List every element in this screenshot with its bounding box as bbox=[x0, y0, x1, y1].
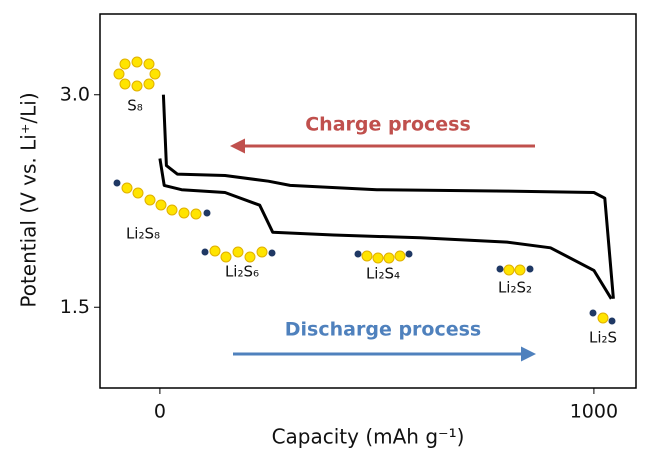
species-label: Li₂S₂ bbox=[498, 279, 532, 297]
species-label: S₈ bbox=[127, 97, 143, 115]
y-axis-title: Potential (V vs. Li⁺/Li) bbox=[17, 92, 41, 307]
y-tick-label: 3.0 bbox=[60, 83, 90, 105]
species-label: Li₂S bbox=[589, 329, 617, 347]
molecule-icons bbox=[113, 56, 616, 325]
species-label: Li₂S₈ bbox=[126, 225, 160, 243]
discharge-label: Discharge process bbox=[285, 319, 481, 341]
curve bbox=[161, 94, 615, 299]
x-tick-label: 0 bbox=[154, 401, 166, 423]
curve bbox=[158, 158, 613, 300]
plot-frame bbox=[99, 13, 637, 389]
y-tick-label: 1.5 bbox=[60, 296, 90, 318]
species-label: Li₂S₆ bbox=[225, 263, 259, 281]
charge-label: Charge process bbox=[305, 114, 471, 136]
x-axis-title: Capacity (mAh g⁻¹) bbox=[272, 425, 465, 449]
x-tick-label: 1000 bbox=[570, 401, 618, 423]
species-label: Li₂S₄ bbox=[366, 265, 400, 283]
